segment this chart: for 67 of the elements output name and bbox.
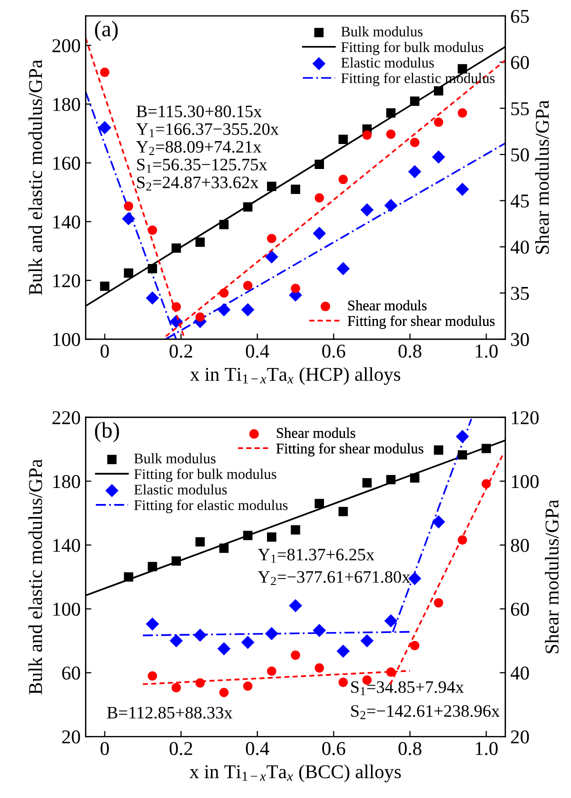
y-axis-title: Bulk and elastic modulus/GPa — [28, 60, 42, 296]
legend-label: Shear moduls — [348, 300, 427, 310]
annotation: Y$_{2}$=−377.61+671.80x — [258, 571, 410, 586]
x-tick-label: 0.6 — [322, 742, 346, 756]
y-tick-label: 160 — [53, 156, 80, 170]
legend-label: Fitting for bulk modulus — [134, 468, 276, 482]
x-tick-label: 0.4 — [246, 742, 270, 756]
legend-label: Bulk modulus — [341, 26, 423, 37]
annotation: S$_{2}$=−142.61+238.96x — [351, 705, 500, 720]
y2-tick-label: 80 — [510, 538, 529, 552]
x-tick-label: 0.8 — [398, 742, 422, 756]
y-tick-label: 220 — [52, 411, 80, 424]
y-axis-title: Bulk and elastic modulus/GPa — [28, 459, 42, 694]
y2-axis-title: Shear modulus/GPa — [535, 100, 549, 254]
legend-label: Fitting for elastic modulus — [134, 500, 288, 514]
y2-tick-label: 35 — [511, 286, 529, 300]
x-tick-label: 1.0 — [476, 742, 498, 756]
x-tick-label: 0.8 — [398, 344, 422, 358]
annotation: S$_{2}$=24.87+33.62x — [137, 176, 258, 190]
y2-tick-label: 20 — [511, 730, 529, 744]
annotation: Y$_{2}$=88.09+74.21x — [136, 141, 262, 155]
y2-tick-label: 120 — [512, 411, 539, 424]
y-tick-label: 180 — [53, 98, 80, 112]
annotation: B=112.85+88.33x — [107, 706, 232, 719]
legend-label: Fitting for bulk modulus — [341, 42, 484, 56]
legend-label: Elastic modulus — [341, 57, 434, 68]
x-tick-label: 0.2 — [170, 742, 192, 756]
x-tick-label: 1.0 — [476, 344, 498, 358]
y-tick-label: 180 — [53, 475, 80, 488]
legend-label: Bulk modulus — [134, 453, 216, 464]
y-tick-label: 100 — [53, 332, 80, 346]
y2-tick-label: 40 — [510, 240, 529, 254]
y-tick-label: 20 — [62, 730, 80, 744]
x-tick-label: 0.2 — [170, 344, 192, 358]
y2-tick-label: 60 — [511, 602, 529, 616]
y-tick-label: 120 — [53, 274, 80, 288]
y2-tick-label: 60 — [511, 56, 529, 70]
y2-axis-title: Shear modulus/GPa — [544, 500, 559, 654]
y-tick-label: 60 — [62, 666, 80, 680]
annotation: Y$_{1}$=81.37+6.25x — [258, 548, 374, 563]
legend-label: Fitting for shear modulus — [276, 443, 424, 456]
annotation: (a) — [95, 20, 118, 41]
y2-tick-label: 50 — [511, 148, 529, 162]
x-tick-label: 0.6 — [322, 344, 346, 358]
legend-label: Shear moduls — [276, 428, 356, 438]
x-axis-title: x in Ti$_{1−x}$Ta$_{x}$ (HCP) alloys — [190, 367, 400, 385]
x-tick-label: 0 — [100, 344, 109, 358]
y-tick-label: 100 — [53, 602, 80, 616]
annotation: S$_{1}$=34.85+7.94x — [351, 681, 464, 696]
annotation: B=115.30+80.15x — [136, 106, 262, 118]
y2-tick-label: 55 — [511, 102, 529, 116]
legend-label: Fitting for shear modulus — [348, 316, 495, 329]
legend-label: Elastic modulus — [134, 484, 227, 495]
y2-tick-label: 100 — [512, 475, 539, 488]
x-tick-label: 0 — [100, 742, 109, 756]
y-tick-label: 140 — [53, 215, 80, 229]
y-tick-label: 200 — [52, 39, 80, 52]
y2-tick-label: 65 — [511, 10, 529, 23]
y2-tick-label: 30 — [511, 332, 529, 346]
annotation: (b) — [95, 422, 119, 442]
x-axis-title: x in Ti$_{1−x}$Ta$_{x}$ (BCC) alloys — [190, 764, 401, 782]
x-tick-label: 0.4 — [246, 344, 270, 358]
annotation: Y$_{1}$=166.37−355.20x — [136, 123, 279, 138]
y2-tick-label: 45 — [510, 194, 529, 208]
y2-tick-label: 40 — [510, 666, 529, 680]
annotation: S$_{1}$=56.35−125.75x — [137, 158, 268, 173]
y-tick-label: 140 — [53, 538, 80, 552]
